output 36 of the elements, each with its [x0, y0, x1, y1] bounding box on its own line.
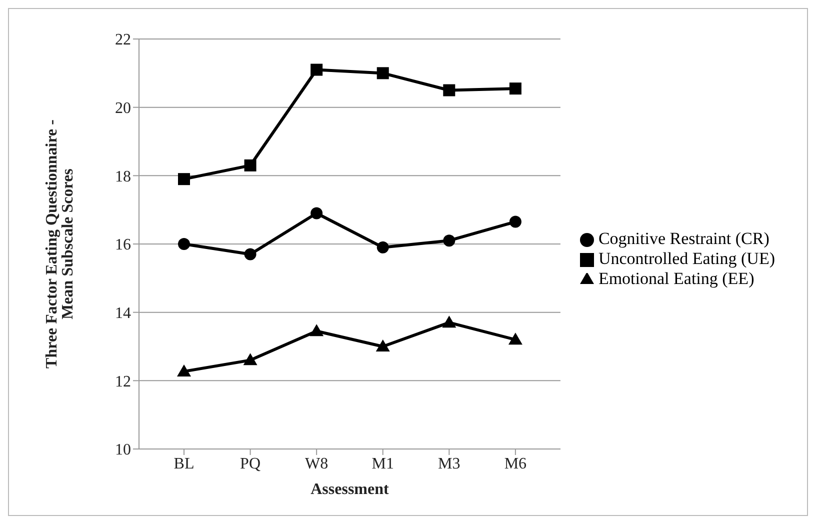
legend-label: Emotional Eating (EE): [598, 269, 754, 288]
y-tick-label: 16: [115, 236, 131, 254]
point: [443, 234, 456, 247]
y-tick-label: 22: [115, 32, 131, 49]
x-tick-label: M3: [438, 455, 460, 472]
y-tick-label: 20: [115, 100, 131, 118]
point: [177, 364, 191, 376]
point: [178, 238, 190, 250]
x-tick-label: M6: [504, 455, 527, 472]
y-tick-label: 18: [115, 168, 131, 186]
legend-label: Uncontrolled Eating (UE): [598, 249, 775, 268]
point: [243, 353, 258, 366]
point: [310, 64, 323, 76]
point: [376, 67, 389, 80]
point: [509, 216, 522, 228]
y-axis-title: Three Factor Eating Questionnaire - Mean Subscale Scores: [44, 120, 77, 368]
y-tick-label: 14: [115, 305, 131, 322]
x-axis-title: Assessment: [310, 481, 390, 498]
x-tick-label: BL: [174, 455, 194, 472]
point: [376, 340, 390, 352]
point: [244, 159, 256, 172]
y-tick-label: 10: [115, 442, 131, 459]
y-tick-label: 12: [115, 373, 131, 390]
point: [310, 324, 324, 336]
point: [508, 332, 522, 345]
legend-label: Cognitive Restraint (CR): [598, 229, 770, 248]
point: [443, 84, 456, 96]
point: [178, 173, 190, 186]
point: [376, 241, 389, 254]
point: [442, 316, 456, 328]
point: [509, 82, 522, 95]
point: [244, 248, 256, 260]
point: [310, 207, 323, 220]
x-tick-label: M1: [372, 455, 394, 472]
x-tick-label: PQ: [240, 455, 261, 472]
x-tick-label: W8: [305, 455, 328, 472]
